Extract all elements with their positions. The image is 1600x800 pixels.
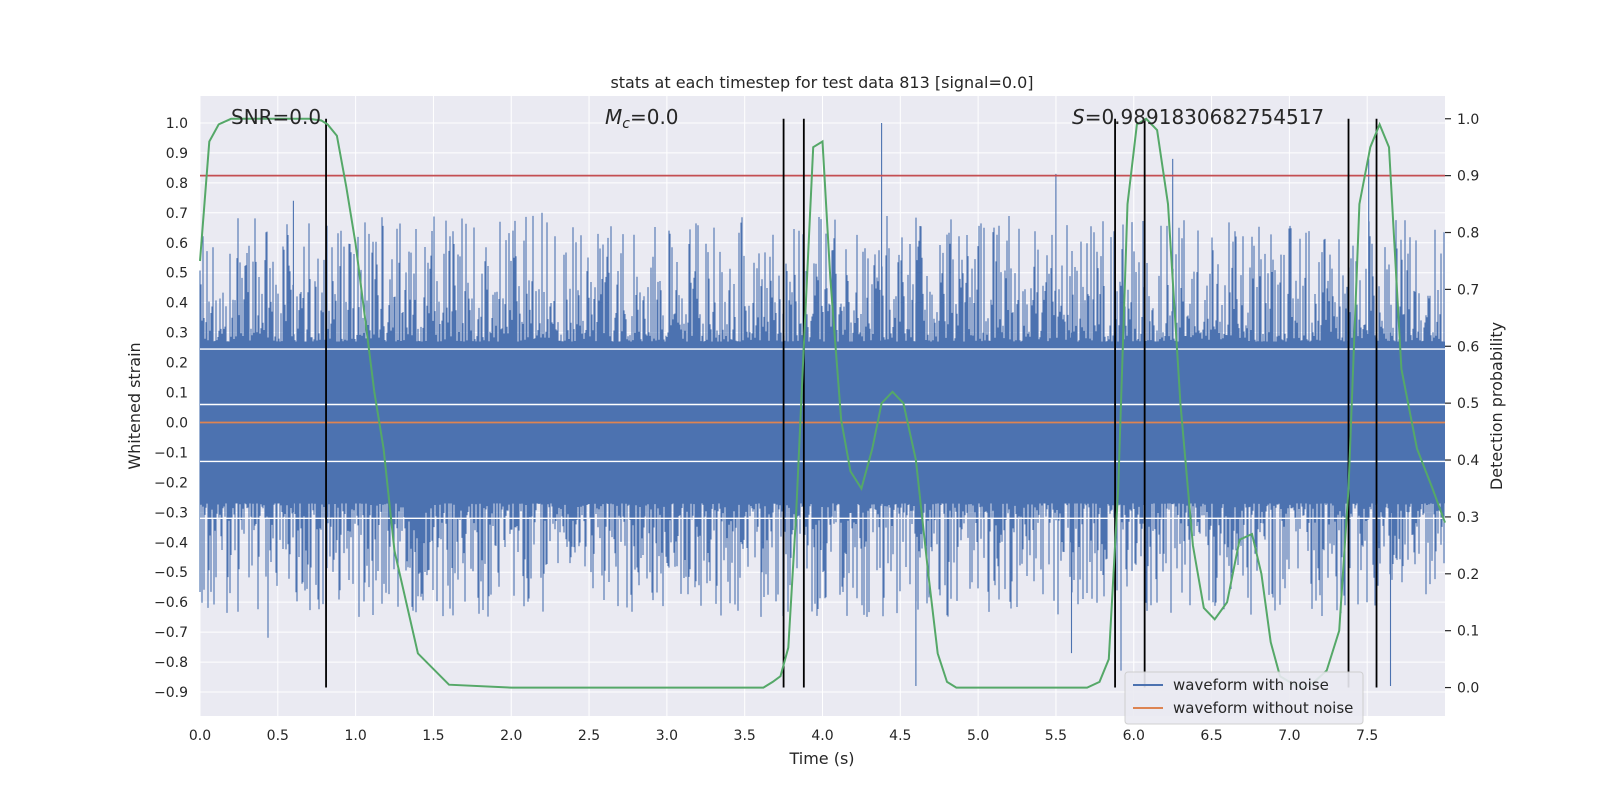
y-tick-label: −0.3: [154, 505, 188, 521]
legend-box: [1124, 671, 1364, 725]
x-ticks: 0.0 0.5 1.0 1.5 2.0 2.5 3.0 3.5 4.0 4.5 5.0 5.5 6.0 6…: [189, 728, 1378, 744]
x-tick-label: 6.5: [1200, 728, 1222, 744]
legend: waveform with noise waveform without noi…: [1124, 671, 1364, 725]
y-right-tick-label: 0.0: [1457, 681, 1479, 697]
y-right-tick-label: 0.9: [1457, 169, 1479, 185]
x-tick-label: 1.5: [422, 728, 444, 744]
legend-label-clean: waveform without noise: [1173, 699, 1353, 717]
x-tick-label: 2.0: [500, 728, 522, 744]
x-tick-label: 2.5: [578, 728, 600, 744]
x-tick-label: 7.5: [1356, 728, 1378, 744]
vertical-lines: [325, 118, 1378, 688]
y-axis-label-left: Whitened strain: [125, 342, 144, 469]
y-axis-label-right: Detection probability: [1487, 322, 1506, 490]
y-tick-label: −0.2: [154, 475, 188, 491]
x-tick-label: 0.5: [267, 728, 289, 744]
x-tick-label: 3.0: [656, 728, 678, 744]
y-right-tick-label: 0.7: [1457, 282, 1479, 298]
y-tick-label: −0.9: [154, 685, 188, 701]
x-tick-label: 4.0: [811, 728, 833, 744]
y-right-tick-label: 0.4: [1457, 453, 1479, 469]
y-right-tick-label: 0.6: [1457, 339, 1479, 355]
y-tick-label: −0.5: [154, 565, 188, 581]
mc-symbol: M: [605, 105, 622, 129]
y-ticks-right: 1.0 0.9 0.8 0.7 0.6 0.5 0.4 0.3 0.2 0.1 0.0: [1445, 112, 1479, 697]
y-right-tick-label: 1.0: [1457, 112, 1479, 128]
snr-annotation: SNR=0.0: [231, 105, 321, 129]
y-tick-label: 0.3: [166, 326, 188, 342]
x-tick-label: 4.5: [889, 728, 911, 744]
y-right-tick-label: 0.1: [1457, 624, 1479, 640]
y-tick-label: −0.6: [154, 595, 188, 611]
y-tick-label: 0.0: [166, 415, 188, 431]
y-tick-label: 0.2: [166, 356, 188, 372]
x-tick-label: 1.0: [344, 728, 366, 744]
y-tick-label: 0.1: [166, 386, 188, 402]
y-tick-label: 1.0: [166, 116, 188, 132]
y-right-tick-label: 0.2: [1457, 567, 1479, 583]
y-tick-label: 0.9: [166, 146, 188, 162]
y-tick-label: −0.8: [154, 655, 188, 671]
horizontal-lines: [200, 174, 1445, 520]
x-tick-label: 0.0: [189, 728, 211, 744]
y-tick-label: −0.1: [154, 445, 188, 461]
y-tick-label: 0.5: [166, 266, 188, 282]
y-tick-label: 0.6: [166, 236, 188, 252]
y-ticks-left: 1.0 0.9 0.8 0.7 0.6 0.5 0.4 0.3 0.2 0.1 0.0 −0.1 −0.…: [154, 116, 188, 701]
x-axis-label: Time (s): [788, 749, 854, 768]
y-tick-label: 0.7: [166, 206, 188, 222]
x-tick-label: 5.0: [967, 728, 989, 744]
x-tick-label: 3.5: [734, 728, 756, 744]
mc-annotation: Mc=0.0: [605, 105, 679, 132]
y-right-tick-label: 0.8: [1457, 226, 1479, 242]
mc-value: =0.0: [630, 105, 679, 129]
noise-waveform-line: [199, 123, 1445, 686]
y-right-tick-label: 0.5: [1457, 396, 1479, 412]
chart-title: stats at each timestep for test data 813…: [610, 73, 1033, 92]
y-tick-label: −0.7: [154, 625, 188, 641]
x-tick-label: 5.5: [1045, 728, 1067, 744]
legend-label-noise: waveform with noise: [1173, 676, 1329, 694]
y-tick-label: −0.4: [154, 535, 188, 551]
x-tick-label: 6.0: [1123, 728, 1145, 744]
s-symbol: S: [1072, 105, 1085, 129]
s-annotation: S=0.9891830682754517: [1072, 105, 1324, 129]
y-tick-label: 0.8: [166, 176, 188, 192]
x-tick-label: 7.0: [1278, 728, 1300, 744]
mc-subscript: c: [622, 116, 630, 132]
y-tick-label: 0.4: [166, 296, 188, 312]
s-value: =0.9891830682754517: [1085, 105, 1324, 129]
y-right-tick-label: 0.3: [1457, 510, 1479, 526]
